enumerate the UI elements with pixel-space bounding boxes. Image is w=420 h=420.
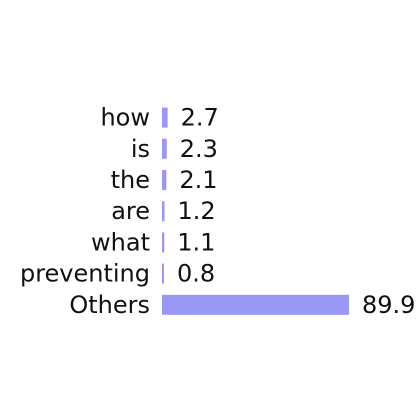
bars-group: [162, 107, 349, 315]
category-label-preventing: preventing: [20, 260, 150, 288]
category-label-what: what: [91, 228, 150, 256]
bar-how: [162, 107, 168, 128]
bar-preventing: [162, 263, 164, 284]
value-label-others: 89.9: [362, 291, 415, 319]
value-label-are: 1.2: [177, 197, 215, 225]
category-label-others: Others: [69, 291, 150, 319]
value-label-what: 1.1: [177, 228, 215, 256]
bar-the: [162, 170, 167, 190]
category-label-are: are: [111, 197, 150, 225]
bar-what: [162, 232, 165, 253]
category-labels-group: how is the are what preventing Others: [20, 104, 150, 319]
value-label-is: 2.3: [180, 135, 218, 163]
value-label-the: 2.1: [179, 166, 217, 194]
value-label-preventing: 0.8: [177, 260, 215, 288]
value-labels-group: 2.7 2.3 2.1 1.2 1.1 0.8 89.9: [177, 104, 415, 319]
category-label-how: how: [100, 104, 150, 132]
bar-is: [162, 138, 167, 159]
value-label-how: 2.7: [181, 104, 219, 132]
category-label-the: the: [111, 166, 150, 194]
category-label-is: is: [131, 135, 150, 163]
bar-are: [162, 201, 165, 222]
bar-others: [162, 294, 349, 315]
